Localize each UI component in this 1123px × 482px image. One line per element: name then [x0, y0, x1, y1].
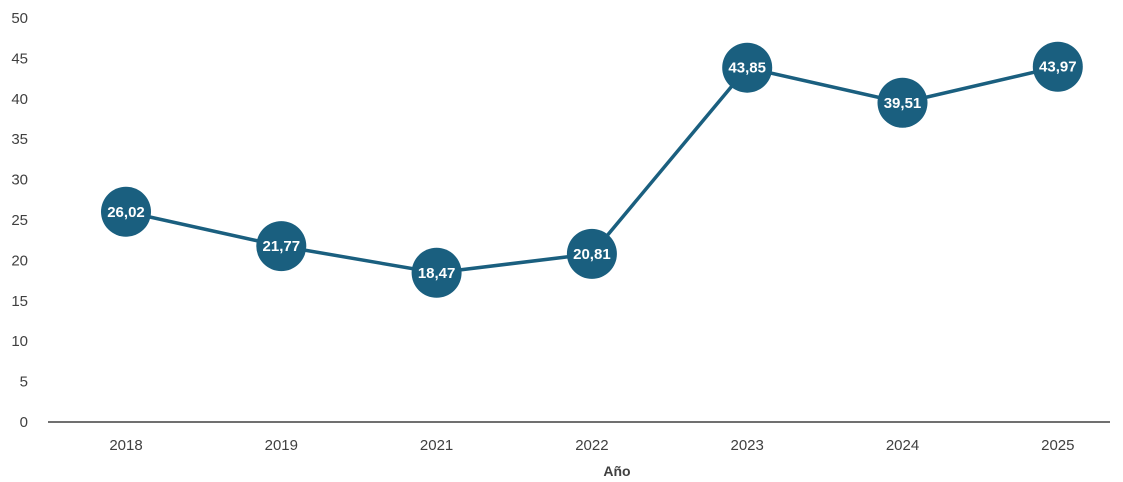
y-tick-label: 0 [20, 414, 28, 431]
x-tick-label: 2022 [575, 437, 608, 454]
x-axis-tick-labels: 2018 2019 2021 2022 2023 2024 2025 [109, 437, 1074, 454]
data-markers: 26,02 21,77 18,47 20,81 43,85 39,51 43,97 [101, 41, 1083, 298]
data-point-marker [1032, 41, 1083, 92]
data-point-marker [256, 221, 307, 272]
y-tick-label: 30 [11, 172, 28, 189]
y-tick-label: 10 [11, 333, 28, 350]
data-point-marker [101, 186, 151, 237]
data-point-marker [877, 77, 928, 128]
data-point-marker [566, 228, 617, 279]
y-axis-tick-labels: 0 5 10 15 20 25 30 35 40 45 50 [11, 10, 28, 431]
y-tick-label: 40 [11, 91, 28, 108]
data-value-label: 43,85 [728, 60, 766, 77]
x-axis-title: Año [603, 463, 630, 479]
y-tick-label: 5 [20, 374, 28, 391]
data-point-marker [722, 42, 773, 93]
data-value-label: 18,47 [418, 265, 456, 282]
y-tick-label: 25 [11, 212, 28, 229]
y-tick-label: 35 [11, 131, 28, 148]
data-value-label: 26,02 [107, 204, 145, 221]
data-value-label: 20,81 [573, 246, 611, 263]
y-tick-label: 50 [11, 10, 28, 27]
data-value-label: 43,97 [1039, 59, 1077, 76]
y-tick-label: 15 [11, 293, 28, 310]
x-tick-label: 2023 [731, 437, 764, 454]
data-value-label: 21,77 [263, 238, 301, 255]
x-tick-label: 2021 [420, 437, 453, 454]
x-tick-label: 2019 [265, 437, 298, 454]
x-tick-label: 2018 [109, 437, 142, 454]
data-point-marker [411, 247, 462, 298]
data-value-label: 39,51 [884, 95, 922, 112]
x-tick-label: 2024 [886, 437, 919, 454]
x-tick-label: 2025 [1041, 437, 1074, 454]
y-tick-label: 20 [11, 252, 28, 269]
y-tick-label: 45 [11, 50, 28, 67]
